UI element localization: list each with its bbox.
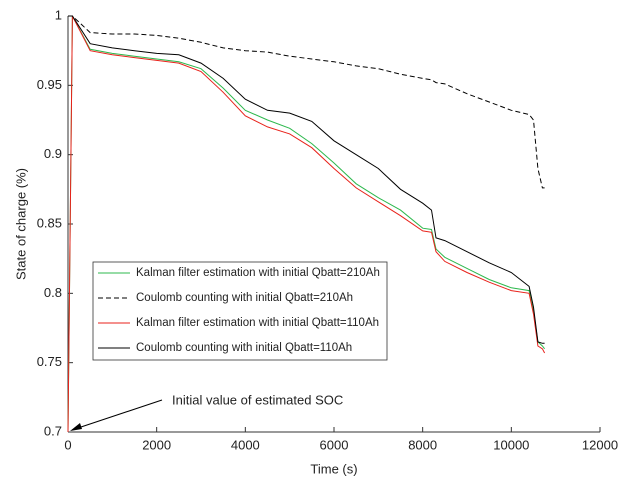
x-axis-label: Time (s): [310, 461, 357, 476]
legend-label: Kalman filter estimation with initial Qb…: [136, 317, 379, 329]
y-tick-label: 0.7: [44, 423, 62, 438]
legend: Kalman filter estimation with initial Qb…: [92, 261, 388, 361]
series-line: [67, 15, 546, 433]
y-tick-label: 0.95: [37, 77, 62, 92]
x-tick-label: 6000: [320, 437, 349, 452]
y-tick-label: 1: [55, 7, 62, 22]
series-line: [68, 15, 545, 189]
x-tick-label: 10000: [493, 437, 529, 452]
legend-label: Coulomb counting with initial Qbatt=110A…: [136, 342, 352, 354]
x-tick-label: 2000: [142, 437, 171, 452]
arrow-head: [70, 423, 82, 431]
x-tick-label: 8000: [408, 437, 437, 452]
series-line: [68, 15, 545, 344]
annotation-arrow: [71, 399, 163, 431]
y-tick-label: 0.75: [37, 354, 62, 369]
y-tick-label: 0.8: [44, 285, 62, 300]
x-tick-label: 0: [64, 437, 71, 452]
series-line: [67, 15, 545, 433]
y-tick-label: 0.9: [44, 146, 62, 161]
legend-box: [92, 261, 388, 361]
y-axis-label: State of charge (%): [13, 168, 28, 280]
annotation: Initial value of estimated SOC: [172, 392, 343, 407]
y-tick-label: 0.85: [37, 215, 62, 230]
legend-label: Coulomb counting with initial Qbatt=210A…: [136, 292, 353, 304]
x-tick-label: 12000: [582, 437, 618, 452]
legend-label: Kalman filter estimation with initial Qb…: [136, 267, 380, 279]
x-tick-label: 4000: [231, 437, 260, 452]
